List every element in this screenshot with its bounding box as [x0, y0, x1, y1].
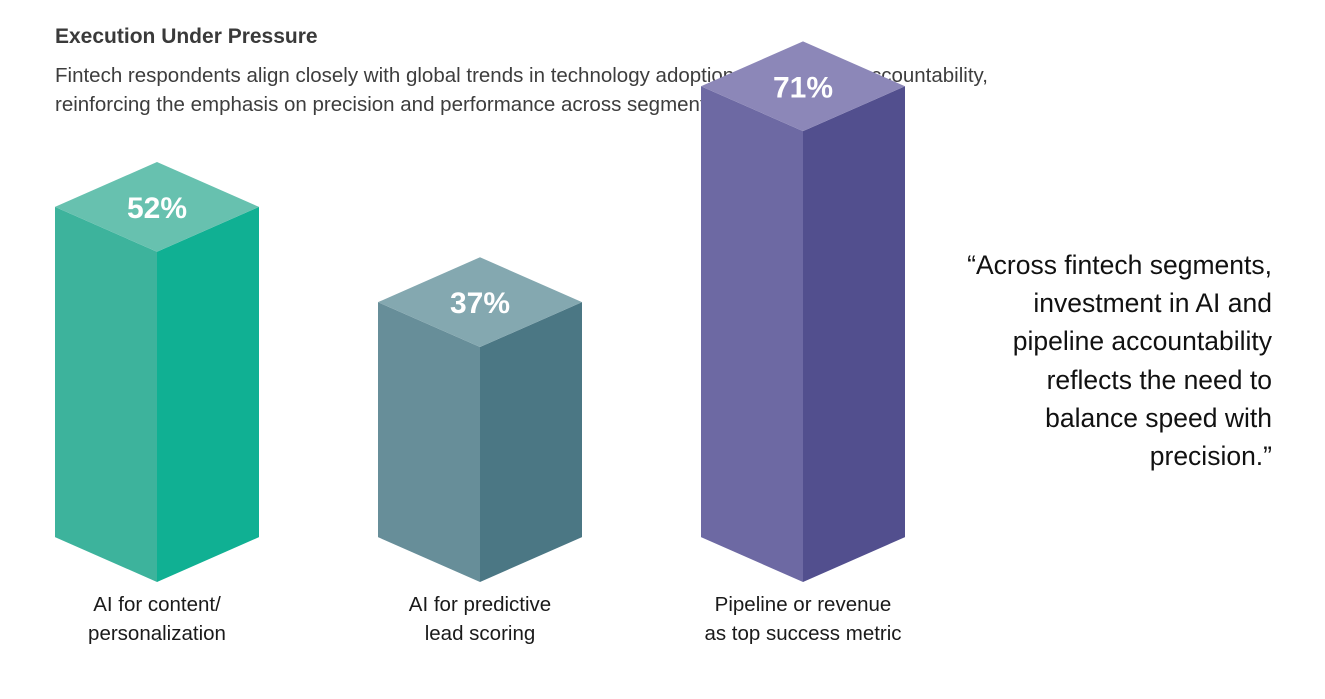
bar-top-face [701, 41, 905, 132]
category-label: personalization [88, 622, 226, 645]
bar-side-face [480, 302, 582, 582]
chart-title: Execution Under Pressure [55, 25, 318, 48]
bar-2: 37% AI for predictive lead scoring [378, 257, 582, 645]
bar-front-face [55, 206, 157, 583]
category-label: lead scoring [425, 622, 536, 645]
bar-top-face [55, 162, 259, 252]
bar-value-label: 71% [773, 71, 833, 104]
category-label: as top success metric [704, 622, 901, 645]
bar-1: 52% AI for content/personalization [55, 162, 259, 645]
pull-quote: “Across fintech segments, investment in … [967, 250, 1272, 472]
bar-value-label: 37% [450, 287, 510, 320]
bar-front-face [701, 86, 803, 583]
bar-top-face [378, 257, 582, 348]
bar-3: 71% Pipeline or revenue as top success met… [701, 41, 905, 645]
bar-side-face [803, 86, 905, 583]
category-label: AI for predictive [409, 593, 551, 616]
category-label: AI for content/ [93, 593, 221, 616]
bar-value-label: 52% [127, 192, 187, 225]
bar-front-face [378, 302, 480, 582]
bar-side-face [157, 206, 259, 583]
category-label: Pipeline or revenue [715, 593, 892, 616]
